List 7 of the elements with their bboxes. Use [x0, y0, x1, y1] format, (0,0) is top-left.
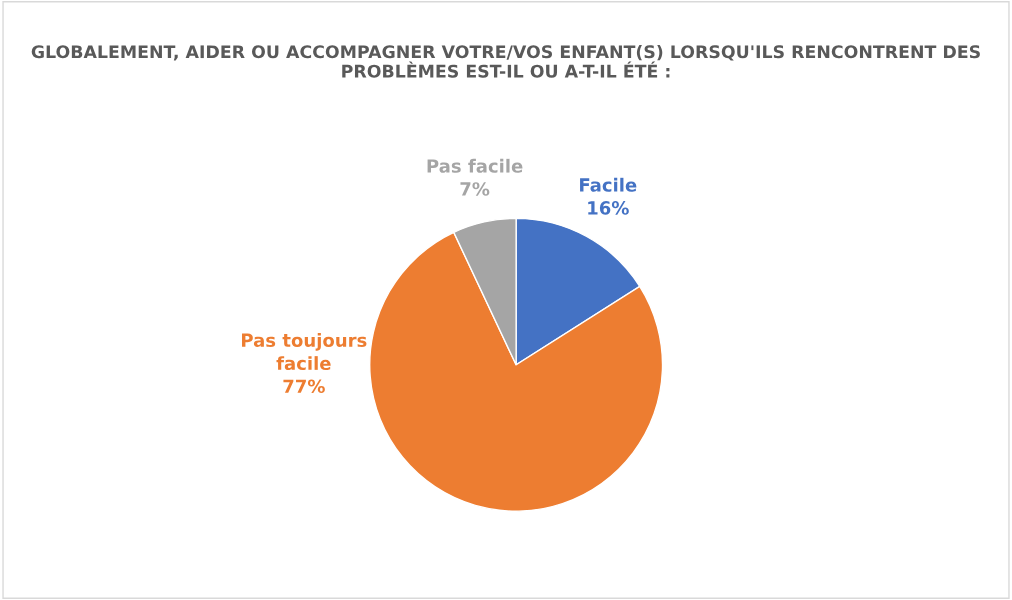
data-label: 16%: [588, 201, 629, 215]
data-label: 77%: [283, 379, 325, 394]
slice-label: Facile: [580, 177, 637, 192]
slice-label: Pas toujours facile: [242, 333, 367, 371]
slice-label: Pas facile: [427, 158, 523, 173]
data-label: 7%: [460, 182, 490, 196]
chart-title: GLOBALEMENT, AIDER OU ACCOMPAGNER VOTRE/VOS ENFANT(S) LORSQU'ILS RENCONTRENT DES PROBLÈMES EST-IL OU A-T-IL ÉTÉ :: [31, 44, 980, 78]
